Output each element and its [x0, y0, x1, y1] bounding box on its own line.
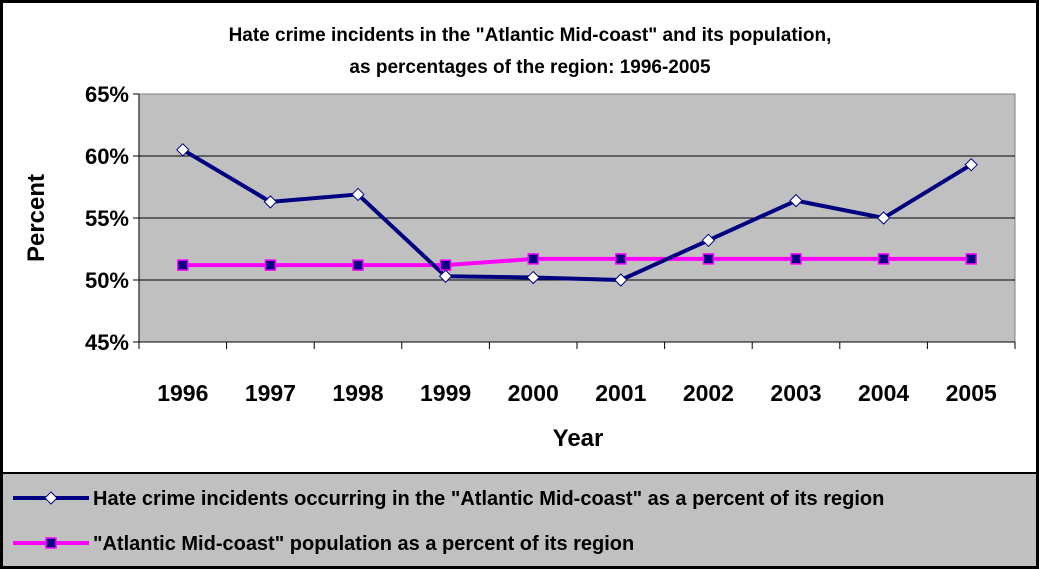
series-markers [176, 143, 978, 287]
data-point-hate-crime [789, 193, 803, 208]
axes [133, 93, 1016, 349]
data-point-population [527, 253, 539, 265]
line-chart: Hate crime incidents in the "Atlantic Mi… [3, 25, 1036, 566]
legend-entries: Hate crime incidents occurring in the "A… [13, 488, 884, 555]
legend-label: Hate crime incidents occurring in the "A… [93, 488, 884, 510]
chart-title-line1: Hate crime incidents in the "Atlantic Mi… [229, 25, 832, 46]
data-point-population [177, 259, 189, 271]
data-point-hate-crime [263, 195, 278, 209]
data-point-hate-crime [526, 270, 540, 285]
legend-swatch-marker [44, 491, 58, 505]
chart-title-line2: as percentages of the region: 1996-2005 [349, 57, 711, 78]
x-tick-label: 2005 [946, 380, 997, 406]
series-line-population [182, 256, 972, 268]
legend [3, 474, 1036, 566]
x-tick-label: 2003 [770, 380, 821, 406]
data-point-hate-crime [964, 157, 978, 172]
x-tick-label: 1996 [157, 380, 208, 406]
data-point-hate-crime [701, 233, 716, 248]
x-tick-label: 2001 [595, 380, 646, 406]
data-point-hate-crime [176, 143, 190, 157]
y-axis-label: Percent [23, 174, 50, 262]
x-tick-label: 1997 [245, 380, 296, 406]
y-tick-label: 55% [85, 206, 129, 231]
legend-label: "Atlantic Mid-coast" population as a per… [93, 533, 634, 555]
data-point-population [965, 253, 977, 265]
x-axis-tick-labels: 1996 1997 1998 1999 2000 2001 2002 2003 2004 2005 [157, 380, 997, 406]
x-tick-label: 1999 [420, 380, 471, 406]
y-tick-label: 65% [85, 82, 129, 107]
y-tick-label: 50% [85, 268, 129, 293]
legend-swatch-marker [45, 537, 57, 549]
series-line-hate-crime [181, 148, 973, 282]
data-point-hate-crime [438, 269, 453, 283]
data-point-population [702, 253, 715, 265]
x-axis-label: Year [553, 425, 604, 452]
x-tick-label: 2004 [858, 380, 909, 406]
y-tick-label: 60% [85, 144, 129, 169]
y-axis-tick-labels: 45% 50% 55% 60% 65% [85, 82, 129, 355]
data-point-population [877, 253, 890, 265]
data-point-population [615, 253, 627, 265]
x-tick-label: 1998 [332, 380, 383, 406]
series-lines [181, 148, 973, 282]
data-point-population [439, 259, 452, 271]
data-point-population [352, 259, 364, 271]
x-tick-label: 2002 [683, 380, 734, 406]
data-point-population [264, 259, 277, 271]
y-tick-label: 45% [85, 330, 129, 355]
data-point-hate-crime [351, 187, 365, 202]
data-point-hate-crime [614, 273, 628, 287]
data-point-hate-crime [876, 211, 891, 225]
data-point-population [790, 253, 802, 265]
x-tick-label: 2000 [508, 380, 559, 406]
